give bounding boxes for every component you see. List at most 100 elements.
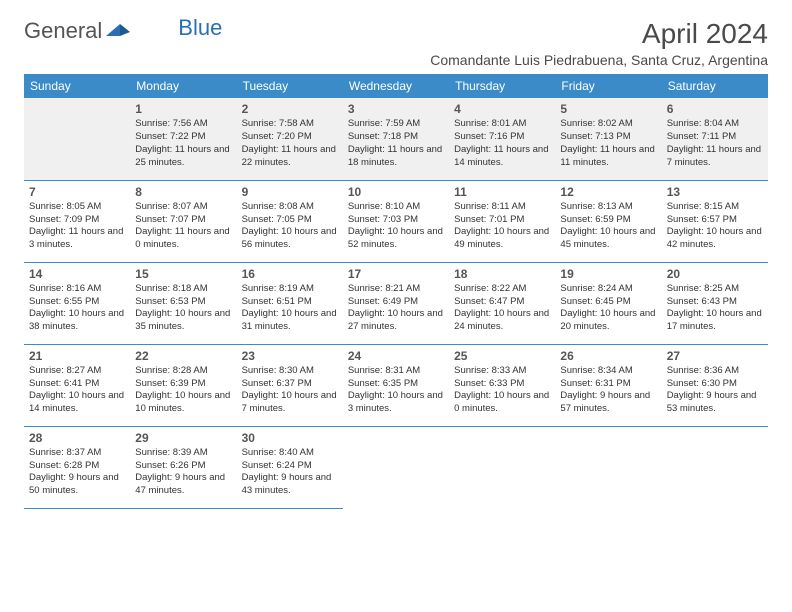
- day-info: Sunrise: 8:02 AMSunset: 7:13 PMDaylight:…: [560, 118, 656, 169]
- day-cell: 17Sunrise: 8:21 AMSunset: 6:49 PMDayligh…: [343, 262, 449, 344]
- day-info: Sunrise: 8:40 AMSunset: 6:24 PMDaylight:…: [242, 447, 338, 498]
- location: Comandante Luis Piedrabuena, Santa Cruz,…: [430, 52, 768, 68]
- day-number: 6: [667, 101, 763, 117]
- day-info: Sunrise: 8:37 AMSunset: 6:28 PMDaylight:…: [29, 447, 125, 498]
- calendar-row: 1Sunrise: 7:56 AMSunset: 7:22 PMDaylight…: [24, 98, 768, 180]
- day-number: 29: [135, 430, 231, 446]
- day-header: Friday: [555, 74, 661, 98]
- day-cell: 20Sunrise: 8:25 AMSunset: 6:43 PMDayligh…: [662, 262, 768, 344]
- day-info: Sunrise: 8:31 AMSunset: 6:35 PMDaylight:…: [348, 365, 444, 416]
- calendar-table: SundayMondayTuesdayWednesdayThursdayFrid…: [24, 74, 768, 509]
- day-number: 3: [348, 101, 444, 117]
- day-number: 5: [560, 101, 656, 117]
- empty-cell: [555, 426, 661, 508]
- day-cell: 9Sunrise: 8:08 AMSunset: 7:05 PMDaylight…: [237, 180, 343, 262]
- day-info: Sunrise: 8:21 AMSunset: 6:49 PMDaylight:…: [348, 283, 444, 334]
- logo: General Blue: [24, 18, 222, 44]
- day-info: Sunrise: 8:16 AMSunset: 6:55 PMDaylight:…: [29, 283, 125, 334]
- day-header: Saturday: [662, 74, 768, 98]
- day-number: 23: [242, 348, 338, 364]
- day-info: Sunrise: 7:59 AMSunset: 7:18 PMDaylight:…: [348, 118, 444, 169]
- day-info: Sunrise: 8:18 AMSunset: 6:53 PMDaylight:…: [135, 283, 231, 334]
- day-info: Sunrise: 8:04 AMSunset: 7:11 PMDaylight:…: [667, 118, 763, 169]
- day-number: 26: [560, 348, 656, 364]
- day-cell: 14Sunrise: 8:16 AMSunset: 6:55 PMDayligh…: [24, 262, 130, 344]
- empty-cell: [343, 426, 449, 508]
- month-title: April 2024: [430, 18, 768, 50]
- day-info: Sunrise: 8:24 AMSunset: 6:45 PMDaylight:…: [560, 283, 656, 334]
- day-info: Sunrise: 8:01 AMSunset: 7:16 PMDaylight:…: [454, 118, 550, 169]
- day-cell: 25Sunrise: 8:33 AMSunset: 6:33 PMDayligh…: [449, 344, 555, 426]
- day-header: Wednesday: [343, 74, 449, 98]
- day-cell: 12Sunrise: 8:13 AMSunset: 6:59 PMDayligh…: [555, 180, 661, 262]
- day-info: Sunrise: 8:33 AMSunset: 6:33 PMDaylight:…: [454, 365, 550, 416]
- empty-cell: [662, 426, 768, 508]
- day-cell: 29Sunrise: 8:39 AMSunset: 6:26 PMDayligh…: [130, 426, 236, 508]
- empty-cell: [24, 98, 130, 180]
- day-info: Sunrise: 8:27 AMSunset: 6:41 PMDaylight:…: [29, 365, 125, 416]
- day-cell: 24Sunrise: 8:31 AMSunset: 6:35 PMDayligh…: [343, 344, 449, 426]
- day-number: 10: [348, 184, 444, 200]
- day-cell: 5Sunrise: 8:02 AMSunset: 7:13 PMDaylight…: [555, 98, 661, 180]
- day-info: Sunrise: 8:19 AMSunset: 6:51 PMDaylight:…: [242, 283, 338, 334]
- calendar-row: 7Sunrise: 8:05 AMSunset: 7:09 PMDaylight…: [24, 180, 768, 262]
- day-header: Tuesday: [237, 74, 343, 98]
- day-number: 19: [560, 266, 656, 282]
- day-info: Sunrise: 8:36 AMSunset: 6:30 PMDaylight:…: [667, 365, 763, 416]
- day-cell: 19Sunrise: 8:24 AMSunset: 6:45 PMDayligh…: [555, 262, 661, 344]
- day-cell: 4Sunrise: 8:01 AMSunset: 7:16 PMDaylight…: [449, 98, 555, 180]
- day-cell: 8Sunrise: 8:07 AMSunset: 7:07 PMDaylight…: [130, 180, 236, 262]
- day-info: Sunrise: 8:08 AMSunset: 7:05 PMDaylight:…: [242, 201, 338, 252]
- logo-text-blue: Blue: [178, 15, 222, 41]
- header: General Blue April 2024 Comandante Luis …: [24, 18, 768, 68]
- day-number: 24: [348, 348, 444, 364]
- day-cell: 6Sunrise: 8:04 AMSunset: 7:11 PMDaylight…: [662, 98, 768, 180]
- day-info: Sunrise: 8:11 AMSunset: 7:01 PMDaylight:…: [454, 201, 550, 252]
- day-number: 16: [242, 266, 338, 282]
- calendar-row: 14Sunrise: 8:16 AMSunset: 6:55 PMDayligh…: [24, 262, 768, 344]
- day-cell: 27Sunrise: 8:36 AMSunset: 6:30 PMDayligh…: [662, 344, 768, 426]
- day-info: Sunrise: 8:15 AMSunset: 6:57 PMDaylight:…: [667, 201, 763, 252]
- day-number: 20: [667, 266, 763, 282]
- day-cell: 11Sunrise: 8:11 AMSunset: 7:01 PMDayligh…: [449, 180, 555, 262]
- logo-icon: [106, 18, 132, 44]
- day-cell: 15Sunrise: 8:18 AMSunset: 6:53 PMDayligh…: [130, 262, 236, 344]
- day-header: Monday: [130, 74, 236, 98]
- day-cell: 26Sunrise: 8:34 AMSunset: 6:31 PMDayligh…: [555, 344, 661, 426]
- day-number: 22: [135, 348, 231, 364]
- day-info: Sunrise: 8:13 AMSunset: 6:59 PMDaylight:…: [560, 201, 656, 252]
- day-number: 2: [242, 101, 338, 117]
- calendar-row: 28Sunrise: 8:37 AMSunset: 6:28 PMDayligh…: [24, 426, 768, 508]
- day-number: 8: [135, 184, 231, 200]
- day-cell: 7Sunrise: 8:05 AMSunset: 7:09 PMDaylight…: [24, 180, 130, 262]
- day-number: 11: [454, 184, 550, 200]
- day-cell: 28Sunrise: 8:37 AMSunset: 6:28 PMDayligh…: [24, 426, 130, 508]
- logo-text-general: General: [24, 18, 102, 44]
- day-info: Sunrise: 8:05 AMSunset: 7:09 PMDaylight:…: [29, 201, 125, 252]
- title-block: April 2024 Comandante Luis Piedrabuena, …: [430, 18, 768, 68]
- empty-cell: [449, 426, 555, 508]
- day-cell: 30Sunrise: 8:40 AMSunset: 6:24 PMDayligh…: [237, 426, 343, 508]
- day-cell: 10Sunrise: 8:10 AMSunset: 7:03 PMDayligh…: [343, 180, 449, 262]
- day-number: 25: [454, 348, 550, 364]
- day-header-row: SundayMondayTuesdayWednesdayThursdayFrid…: [24, 74, 768, 98]
- day-info: Sunrise: 7:58 AMSunset: 7:20 PMDaylight:…: [242, 118, 338, 169]
- day-number: 7: [29, 184, 125, 200]
- day-header: Sunday: [24, 74, 130, 98]
- day-info: Sunrise: 8:28 AMSunset: 6:39 PMDaylight:…: [135, 365, 231, 416]
- day-number: 15: [135, 266, 231, 282]
- day-number: 4: [454, 101, 550, 117]
- day-cell: 22Sunrise: 8:28 AMSunset: 6:39 PMDayligh…: [130, 344, 236, 426]
- day-cell: 1Sunrise: 7:56 AMSunset: 7:22 PMDaylight…: [130, 98, 236, 180]
- calendar-row: 21Sunrise: 8:27 AMSunset: 6:41 PMDayligh…: [24, 344, 768, 426]
- day-info: Sunrise: 8:25 AMSunset: 6:43 PMDaylight:…: [667, 283, 763, 334]
- day-number: 13: [667, 184, 763, 200]
- day-number: 21: [29, 348, 125, 364]
- day-cell: 23Sunrise: 8:30 AMSunset: 6:37 PMDayligh…: [237, 344, 343, 426]
- day-cell: 3Sunrise: 7:59 AMSunset: 7:18 PMDaylight…: [343, 98, 449, 180]
- day-number: 12: [560, 184, 656, 200]
- day-info: Sunrise: 8:39 AMSunset: 6:26 PMDaylight:…: [135, 447, 231, 498]
- calendar-body: 1Sunrise: 7:56 AMSunset: 7:22 PMDaylight…: [24, 98, 768, 508]
- day-info: Sunrise: 8:10 AMSunset: 7:03 PMDaylight:…: [348, 201, 444, 252]
- day-number: 30: [242, 430, 338, 446]
